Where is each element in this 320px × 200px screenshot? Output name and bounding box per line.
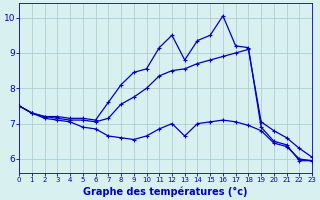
X-axis label: Graphe des températures (°c): Graphe des températures (°c) bbox=[84, 186, 248, 197]
